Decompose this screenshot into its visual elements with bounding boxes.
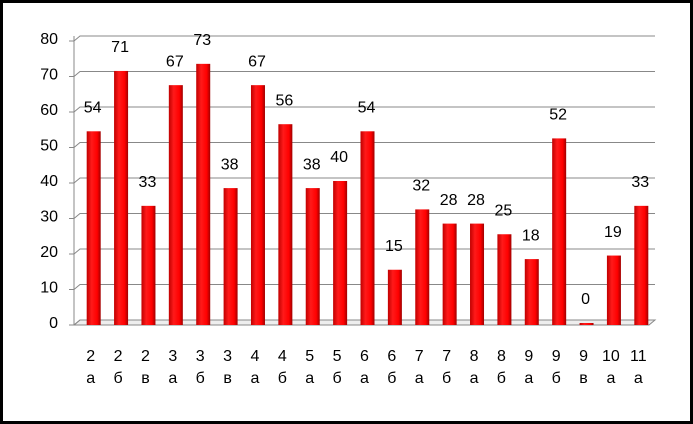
grid-line (73, 142, 655, 148)
x-tick-label: 4 а (250, 348, 260, 387)
bar (168, 85, 183, 326)
x-tick-label: 6 а (360, 348, 369, 387)
y-tick-label: 20 (40, 244, 58, 261)
value-label: 38 (221, 156, 239, 173)
grid-line (73, 35, 655, 42)
x-tick-label: 9 б (551, 348, 561, 387)
value-label: 15 (385, 238, 403, 255)
value-label: 32 (412, 178, 430, 195)
grid-line (73, 248, 655, 255)
y-tick-label: 60 (40, 102, 58, 119)
bar (250, 85, 265, 326)
value-label: 54 (358, 100, 376, 117)
x-tick-label: 2 б (113, 348, 123, 387)
value-label: 33 (139, 174, 157, 191)
value-label: 28 (467, 192, 485, 209)
bar (114, 70, 129, 325)
value-label: 38 (303, 156, 321, 173)
x-tick-label: 8 а (469, 348, 479, 387)
y-tick-label: 0 (49, 315, 58, 332)
bar (86, 131, 101, 325)
value-label: 52 (549, 107, 567, 124)
y-tick-label: 50 (40, 138, 58, 155)
grid-line (73, 106, 655, 113)
value-label: 56 (275, 92, 293, 109)
x-tick-label: 7 б (442, 348, 452, 387)
bar (634, 205, 649, 325)
bar (196, 63, 211, 325)
bar (141, 205, 156, 325)
value-label: 19 (604, 224, 622, 241)
bar (552, 138, 567, 325)
y-tick-label: 80 (40, 31, 58, 48)
y-tick-label: 10 (40, 280, 58, 297)
bar (442, 223, 457, 325)
x-tick-label: 2 а (86, 348, 96, 387)
x-tick-label: 10 а (602, 348, 620, 387)
value-label: 18 (522, 227, 540, 244)
x-tick-label: 5 б (332, 348, 342, 387)
value-label: 67 (166, 53, 184, 70)
bar (360, 131, 375, 325)
x-tick-label: 9 а (524, 348, 534, 387)
x-tick-label: 6 б (387, 348, 397, 387)
value-label: 28 (440, 192, 458, 209)
grid-line (73, 284, 655, 290)
x-tick-label: 2 в (140, 348, 150, 387)
bar (470, 223, 485, 325)
value-label: 40 (330, 149, 348, 166)
value-label: 71 (111, 39, 129, 56)
value-label: 33 (631, 174, 649, 191)
value-label: 73 (193, 32, 211, 49)
x-tick-label: 3 а (168, 348, 178, 387)
grid-line (73, 319, 655, 326)
bar (524, 259, 539, 325)
value-label: 0 (581, 291, 590, 308)
x-tick-label: 5 а (305, 348, 315, 387)
value-label: 25 (495, 202, 513, 219)
value-label: 54 (84, 100, 102, 117)
grid-line (73, 177, 655, 184)
bar (278, 124, 293, 325)
y-tick-label: 70 (40, 67, 58, 84)
bar (497, 234, 512, 325)
y-tick-label: 40 (40, 173, 58, 190)
bar (579, 323, 594, 325)
bar (333, 181, 348, 325)
x-tick-label: 11 а (629, 348, 647, 387)
x-tick-label: 9 в (579, 348, 588, 387)
x-tick-label: 3 б (195, 348, 205, 387)
x-tick-label: 4 б (277, 348, 287, 387)
bar (223, 188, 238, 325)
x-tick-label: 8 б (496, 348, 506, 387)
x-tick-label: 3 в (223, 348, 233, 387)
y-tick-label: 30 (40, 209, 58, 226)
bar (606, 255, 621, 325)
bar (305, 188, 320, 325)
value-label: 67 (248, 53, 266, 70)
grid-line (73, 213, 655, 219)
x-tick-label: 7 а (414, 348, 424, 387)
grid-line (73, 71, 655, 77)
bar (415, 209, 430, 325)
bar (387, 269, 402, 325)
